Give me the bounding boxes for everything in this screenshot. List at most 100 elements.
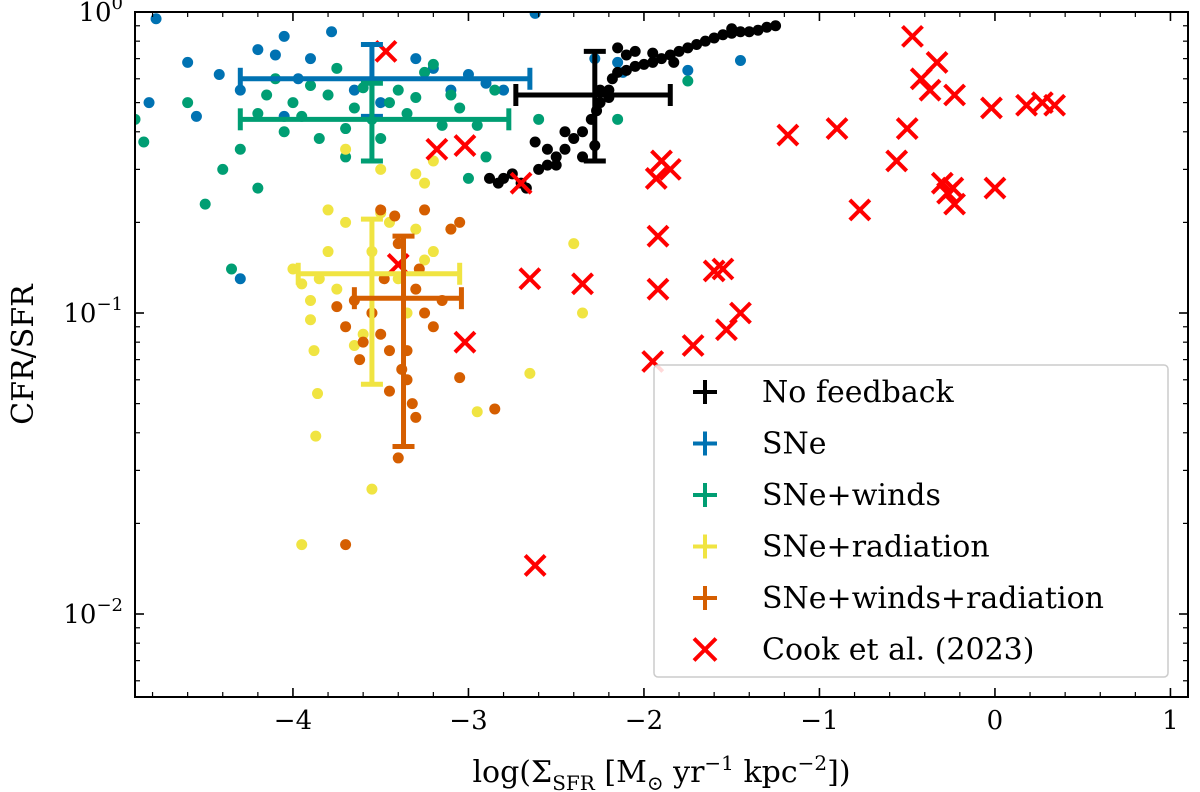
y-axis-label: CFR/SFR [6, 283, 41, 425]
data-point [226, 263, 238, 275]
legend-item: SNe+winds [693, 478, 941, 513]
data-point [392, 84, 404, 96]
data-point [348, 339, 360, 351]
data-point [375, 204, 387, 216]
cross-stroke [571, 272, 594, 296]
data-point [340, 151, 352, 163]
data-point [480, 151, 492, 163]
data-point [533, 163, 545, 175]
data-point [620, 64, 632, 76]
cook-point [644, 166, 668, 190]
data-point [647, 56, 659, 68]
cook-point [509, 171, 533, 195]
cross-stroke [825, 117, 849, 140]
data-point [445, 223, 457, 235]
data-point [577, 126, 589, 138]
data-point [313, 132, 325, 144]
data-point [278, 126, 290, 138]
data-point [392, 452, 404, 464]
legend-box [653, 364, 1169, 678]
data-point [541, 159, 553, 171]
data-point [182, 97, 194, 109]
data-point [190, 110, 202, 122]
data-point [454, 216, 466, 228]
cook-point [518, 267, 542, 291]
data-point [419, 66, 431, 78]
data-point [354, 354, 366, 366]
plot-frame [134, 11, 1189, 698]
data-point [375, 132, 387, 144]
x-tick-label: −4 [274, 706, 312, 736]
cross-stroke [453, 330, 477, 354]
errorbar [237, 80, 512, 164]
cook-point [901, 24, 924, 48]
y-tick-label: 10−1 [63, 294, 123, 329]
data-point [296, 539, 308, 551]
data-point [612, 113, 624, 125]
cook-point [646, 224, 670, 248]
data-point [699, 35, 711, 47]
y-tick-label: 10−2 [63, 595, 123, 630]
data-point [559, 143, 571, 155]
data-point [348, 84, 360, 96]
data-point [234, 273, 246, 285]
data-point [261, 89, 273, 101]
data-point [668, 56, 680, 68]
data-point [484, 172, 496, 184]
data-point [340, 539, 352, 551]
data-point [383, 345, 395, 357]
data-point [427, 321, 439, 333]
data-point [340, 321, 352, 333]
cross-stroke [729, 301, 752, 325]
data-point [419, 307, 431, 319]
data-point [150, 13, 162, 25]
cross-stroke [646, 224, 670, 248]
data-point [454, 372, 466, 384]
legend-label: Cook et al. (2023) [762, 633, 1034, 668]
data-point [389, 210, 401, 222]
cook-point [943, 192, 966, 216]
data-point [471, 119, 483, 131]
errorbar [295, 216, 463, 387]
cross-stroke [646, 277, 670, 301]
data-point [577, 307, 589, 319]
data-point [612, 66, 624, 78]
x-axis-label: log(ΣSFR [M⊙ yr−1 kpc−2]) [472, 751, 850, 792]
data-point [752, 24, 764, 36]
data-point [770, 20, 782, 32]
cross-stroke [1015, 93, 1038, 117]
data-point [529, 136, 541, 148]
data-point [419, 177, 431, 189]
cross-stroke [918, 78, 942, 102]
legend-label: SNe+radiation [762, 530, 990, 565]
legend: No feedback SNe SNe+winds SNe+radiation SNe+… [653, 364, 1169, 678]
data-point [322, 246, 334, 258]
data-point [410, 411, 422, 423]
data-point [647, 47, 659, 59]
data-point [734, 26, 746, 38]
data-point [138, 136, 150, 148]
data-point [612, 56, 624, 68]
data-point [213, 68, 225, 80]
cross-stroke [374, 39, 398, 63]
data-point [550, 151, 562, 163]
data-point [401, 108, 413, 120]
cook-point [776, 123, 800, 147]
data-point [533, 113, 545, 125]
legend-label: SNe+winds [762, 478, 941, 513]
data-point [436, 119, 448, 131]
data-point [498, 84, 510, 96]
data-point [331, 62, 343, 74]
cook-point [895, 117, 919, 140]
data-point [143, 97, 155, 109]
data-point [305, 295, 316, 307]
data-point [410, 168, 422, 180]
cross-stroke [509, 171, 533, 195]
data-point [310, 430, 322, 442]
legend-item: SNe+radiation [693, 530, 990, 565]
cross-stroke [885, 149, 909, 173]
cross-stroke [925, 51, 949, 74]
ticks-layer: −4 −3 −2 −1 0 1 100 10−1 10−2 [63, 0, 1188, 736]
errorbar [351, 233, 464, 450]
